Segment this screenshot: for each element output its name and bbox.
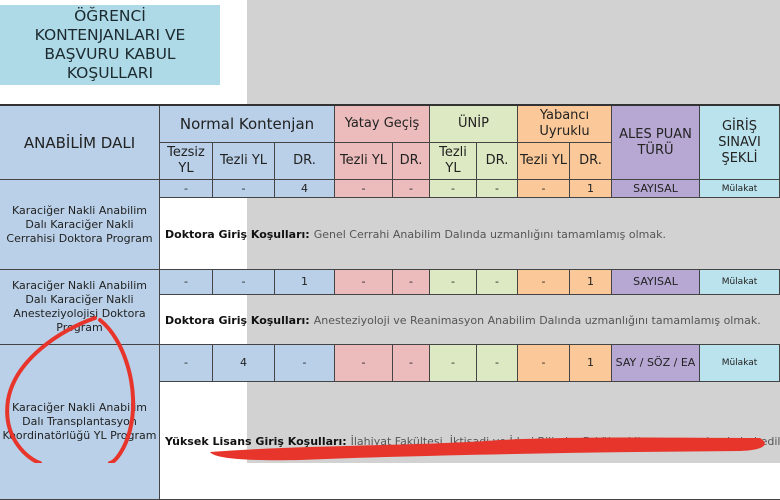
quota-value: - [275, 345, 335, 382]
quota-value: - [477, 270, 518, 295]
quota-value: - [430, 345, 477, 382]
subheader-cell: DR. [570, 143, 612, 180]
quota-value: - [335, 270, 393, 295]
subheader-cell: Tezli YL [213, 143, 275, 180]
quota-value: - [477, 180, 518, 198]
quota-value: - [518, 345, 570, 382]
page-background [247, 0, 780, 463]
subheader-cell: DR. [393, 143, 430, 180]
exam-type-value: Mülakat [700, 180, 780, 198]
exam-type-value: Mülakat [700, 270, 780, 295]
ales-type-value: SAY / SÖZ / EA [612, 345, 700, 382]
quota-value: - [518, 180, 570, 198]
header-lateral-transfer: Yatay Geçiş [335, 106, 430, 143]
quota-value: - [213, 270, 275, 295]
admission-conditions: Doktora Giriş Koşulları: Anesteziyoloji v… [160, 295, 761, 345]
conditions-text: Genel Cerrahi Anabilim Dalında uzmanlığı… [313, 227, 666, 241]
quota-value: 1 [570, 270, 612, 295]
ales-type-value: SAYISAL [612, 180, 700, 198]
quota-value: - [160, 345, 213, 382]
department-name: Karaciğer Nakli Anabilim Dalı Karaciğer … [0, 180, 160, 270]
quota-value: 1 [570, 180, 612, 198]
department-name: Karaciğer Nakli Anabilim Dalı Karaciğer … [0, 270, 160, 345]
subheader-cell: Tezli YL [335, 143, 393, 180]
subheader-cell: DR. [477, 143, 518, 180]
exam-type-value: Mülakat [700, 345, 780, 382]
quota-value: - [213, 180, 275, 198]
quota-value: 1 [275, 270, 335, 295]
admission-conditions: Yüksek Lisans Giriş Koşulları: İlahiyat F… [160, 382, 780, 500]
quota-value: - [160, 180, 213, 198]
header-unip: ÜNİP [430, 106, 518, 143]
quota-value: - [335, 180, 393, 198]
quota-value: - [477, 345, 518, 382]
page-title: ÖĞRENCİ KONTENJANLARI VE BAŞVURU KABUL K… [0, 5, 220, 85]
subheader-cell: Tezli YL [430, 143, 477, 180]
quota-value: - [430, 270, 477, 295]
header-exam-type: GİRİŞ SINAVI ŞEKLİ [700, 106, 780, 180]
subheader-cell: Tezli YL [518, 143, 570, 180]
conditions-text: Anesteziyoloji ve Reanimasyon Anabilim D… [313, 313, 761, 327]
header-foreign: Yabancı Uyruklu [518, 106, 612, 143]
quota-value: - [335, 345, 393, 382]
quota-value: 4 [275, 180, 335, 198]
quota-value: - [393, 345, 430, 382]
subheader-cell: DR. [275, 143, 335, 180]
quota-value: - [393, 180, 430, 198]
admission-conditions: Doktora Giriş Koşulları: Genel Cerrahi An… [160, 198, 666, 270]
header-department: ANABİLİM DALI [0, 106, 160, 180]
quota-value: - [518, 270, 570, 295]
header-ales-type: ALES PUAN TÜRÜ [612, 106, 700, 180]
conditions-label: Doktora Giriş Koşulları: [165, 313, 310, 327]
conditions-label: Doktora Giriş Koşulları: [165, 227, 310, 241]
quota-value: 1 [570, 345, 612, 382]
header-normal-quota: Normal Kontenjan [160, 106, 335, 143]
conditions-text: İlahiyat Fakültesi, İktisadi ve İdari Bi… [350, 434, 780, 448]
row-divider [160, 269, 780, 270]
quota-value: 4 [213, 345, 275, 382]
department-name: Karaciğer Nakli Anabilim Dalı Transplant… [0, 345, 160, 500]
quota-value: - [160, 270, 213, 295]
ales-type-value: SAYISAL [612, 270, 700, 295]
row-divider [160, 344, 780, 345]
conditions-label: Yüksek Lisans Giriş Koşulları: [165, 434, 347, 448]
quota-value: - [393, 270, 430, 295]
table-top-border [0, 104, 780, 106]
quota-value: - [430, 180, 477, 198]
subheader-cell: Tezsiz YL [160, 143, 213, 180]
